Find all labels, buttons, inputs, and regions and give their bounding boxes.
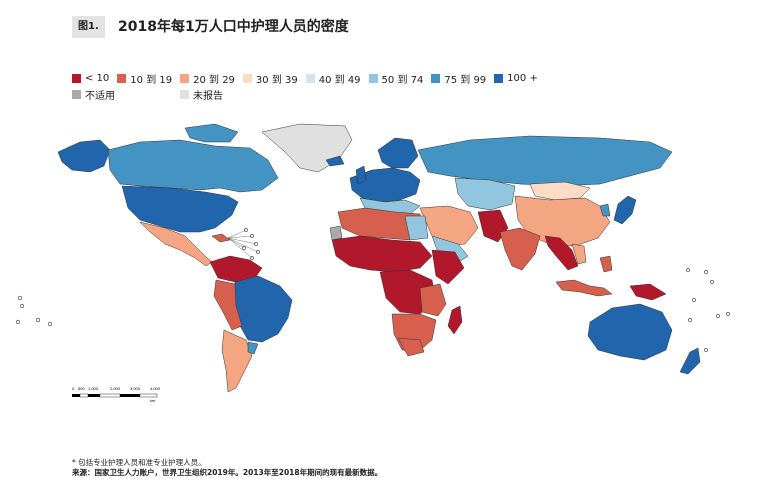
- region-uk: [355, 165, 367, 185]
- legend-label: 75 到 99: [444, 74, 487, 86]
- legend-item-lt10: < 10: [72, 73, 109, 84]
- region-europe-west: [349, 167, 421, 203]
- region-uruguay: [247, 341, 259, 355]
- legend-label: 10 到 19: [130, 74, 173, 86]
- footnote-note: * 包括专业护理人员和准专业护理人员。: [72, 458, 206, 467]
- region-canada: [107, 139, 279, 193]
- region-central-asia: [454, 177, 516, 211]
- region-philippines: [599, 255, 613, 273]
- footnotes: * 包括专业护理人员和准专业护理人员。 来源：国家卫生人力账户，世界卫生组织20…: [72, 458, 382, 478]
- region-indochina: [571, 243, 587, 265]
- legend-label: 50 到 74: [381, 74, 424, 86]
- legend-item-not-applicable: 不适用: [72, 87, 172, 102]
- legend-item-not-reported: 未报告: [180, 87, 223, 102]
- region-arctic-islands: [184, 123, 239, 143]
- region-scandinavia: [377, 137, 419, 169]
- region-new-guinea: [629, 283, 667, 301]
- region-east-africa: [419, 283, 447, 317]
- scale-bar: 0 500 1,000 2,000 3,000 4,000 km: [72, 386, 161, 403]
- region-western-sahara: [329, 225, 343, 241]
- legend-label: 不适用: [85, 90, 115, 102]
- legend-item-50-74: 50 到 74: [368, 71, 424, 86]
- legend-item-30-39: 30 到 39: [242, 71, 298, 86]
- region-brazil: [231, 275, 293, 343]
- region-india: [499, 227, 541, 271]
- legend-label: 30 到 39: [255, 74, 298, 86]
- region-horn-of-africa: [431, 249, 465, 285]
- figure-label: 图1.: [72, 16, 105, 38]
- legend-swatch: [305, 73, 315, 83]
- scale-unit: km: [150, 398, 156, 403]
- region-indonesia: [555, 279, 613, 297]
- region-madagascar: [447, 305, 463, 335]
- region-sahel: [331, 235, 433, 273]
- legend: < 10 10 到 19 20 到 29 30 到 39 40 到 49 50 …: [72, 70, 552, 102]
- region-venezuela-colombia: [209, 255, 263, 283]
- legend-item-40-49: 40 到 49: [305, 71, 361, 86]
- legend-swatch: [242, 73, 252, 83]
- scale-tick-0: 0: [72, 386, 75, 391]
- region-alaska: [57, 139, 111, 173]
- region-southeast-asia: [544, 235, 579, 271]
- footnote-source: 来源：国家卫生人力账户，世界卫生组织2019年。2013年至2018年期间的现有…: [72, 468, 383, 477]
- figure-title: 2018年每1万人口中护理人员的密度: [118, 19, 349, 35]
- legend-label: 100 +: [507, 72, 538, 84]
- scale-tick-2000: 2,000: [110, 386, 121, 391]
- legend-swatch: [180, 89, 189, 99]
- region-new-zealand: [679, 347, 701, 375]
- region-japan: [613, 195, 637, 225]
- legend-swatch: [368, 73, 378, 83]
- region-andes-north: [213, 279, 243, 331]
- scale-tick-1000: 1,000: [88, 386, 99, 391]
- legend-item-100plus: 100 +: [494, 73, 538, 84]
- region-mexico: [139, 221, 213, 267]
- legend-swatch: [72, 89, 81, 99]
- legend-swatch: [117, 73, 127, 83]
- island-leader-lines: [227, 229, 259, 259]
- legend-label: 40 到 49: [318, 74, 361, 86]
- legend-swatch: [431, 73, 441, 83]
- legend-label: 未报告: [193, 90, 223, 102]
- legend-swatch: [494, 73, 504, 83]
- legend-item-10-19: 10 到 19: [117, 71, 172, 86]
- legend-label: 20 到 29: [193, 74, 235, 86]
- legend-row-other: 不适用 未报告: [72, 86, 552, 102]
- legend-row-density: < 10 10 到 19 20 到 29 30 到 39 40 到 49 50 …: [72, 70, 552, 86]
- region-caribbean: [211, 233, 231, 243]
- region-usa: [121, 185, 239, 233]
- region-south-africa: [397, 337, 425, 357]
- region-iceland: [325, 155, 345, 167]
- region-korea: [599, 203, 611, 217]
- region-australia: [587, 303, 673, 361]
- region-mongolia: [529, 181, 591, 201]
- legend-item-75-99: 75 到 99: [431, 71, 486, 86]
- region-middle-east: [419, 205, 479, 247]
- scale-tick-500: 500: [78, 386, 85, 391]
- legend-label: < 10: [85, 72, 110, 84]
- scale-tick-3000: 3,000: [130, 386, 141, 391]
- legend-item-20-29: 20 到 29: [180, 71, 235, 86]
- legend-swatch: [180, 73, 190, 83]
- world-map: 0 500 1,000 2,000 3,000 4,000 km: [15, 123, 730, 403]
- region-egypt: [404, 215, 429, 241]
- region-russia: [417, 135, 673, 187]
- legend-swatch: [72, 73, 81, 83]
- scale-tick-4000: 4,000: [150, 386, 161, 391]
